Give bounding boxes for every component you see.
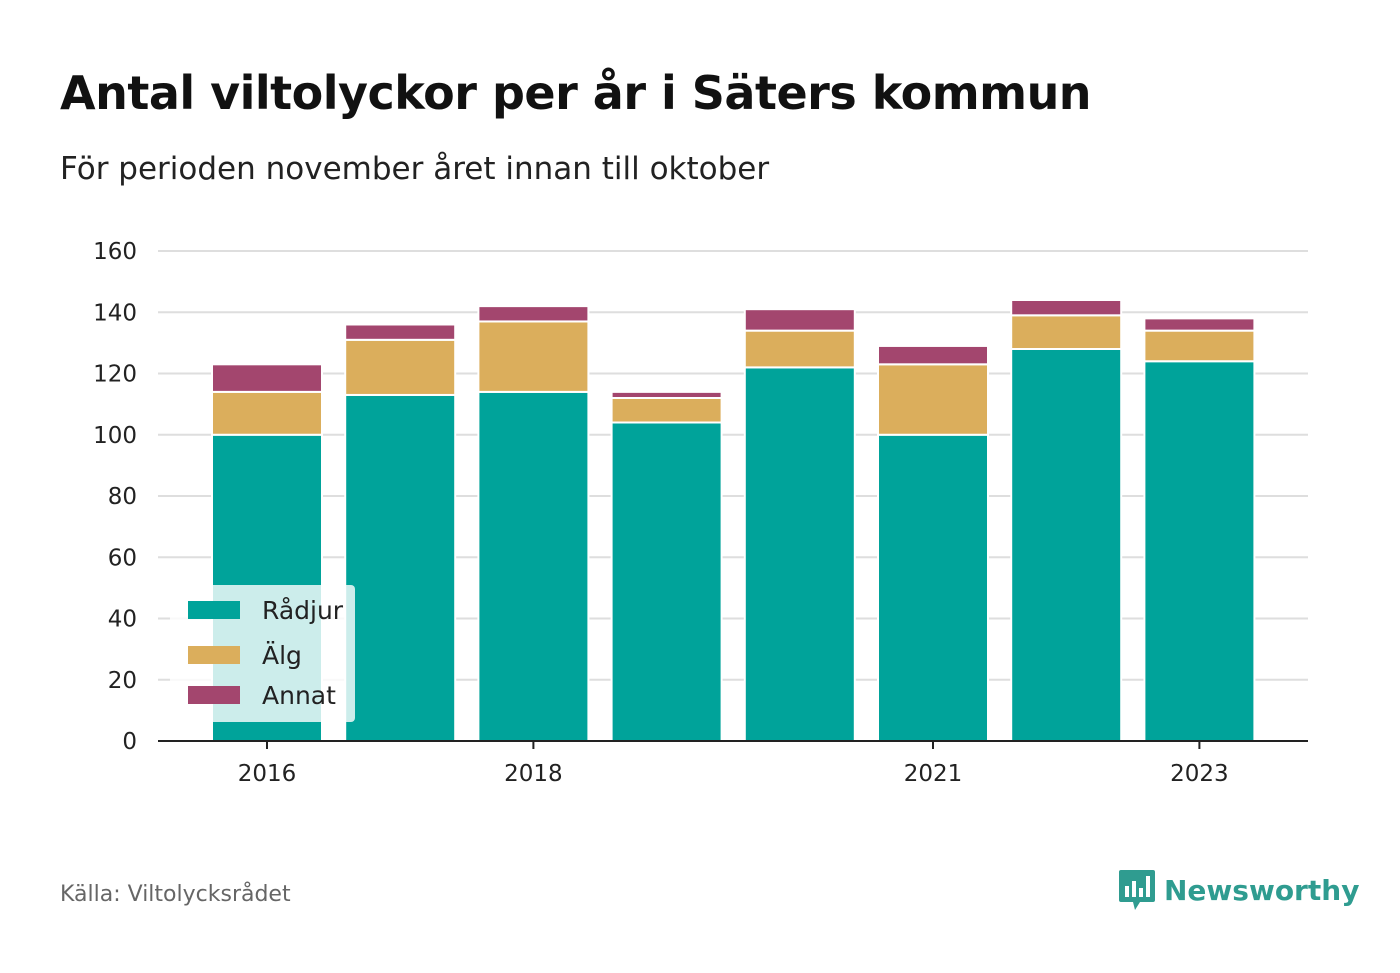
y-tick-label: 120	[93, 362, 137, 388]
bar-segment-annat-2018	[477, 305, 590, 323]
bar-segment-älg-2016	[211, 390, 323, 436]
bar-segment-annat-2020	[743, 308, 856, 332]
legend-label-annat: Annat	[262, 680, 336, 710]
bar-segment-älg-2023	[1143, 329, 1256, 363]
y-tick-label: 160	[93, 239, 137, 265]
legend-item-alg: Älg	[188, 640, 302, 670]
source-note: Källa: Viltolycksrådet	[60, 882, 291, 907]
bar-segment-annat-2021	[877, 344, 989, 366]
bar-segment-rådjur-2020	[743, 366, 856, 742]
y-tick-label: 140	[93, 300, 137, 326]
bar-segment-älg-2021	[877, 363, 989, 436]
y-tick-label: 20	[108, 668, 137, 694]
y-tick-label: 40	[108, 607, 137, 633]
newsworthy-logo-icon	[1119, 870, 1155, 910]
legend-item-radjur: Rådjur	[188, 595, 343, 625]
legend-swatch-radjur	[188, 601, 240, 619]
brand-name: Newsworthy	[1164, 873, 1360, 907]
x-tick-label: 2016	[238, 761, 297, 787]
bar-segment-annat-2016	[211, 363, 323, 393]
bar-segment-annat-2019	[610, 390, 723, 399]
bar-segment-annat-2017	[344, 323, 457, 341]
chart-legend: Rådjur Älg Annat	[170, 585, 355, 722]
bar-segment-älg-2020	[743, 329, 856, 369]
bar-segment-älg-2019	[610, 397, 723, 424]
bar-segment-rådjur-2017	[344, 393, 457, 742]
y-tick-label: 100	[93, 423, 137, 449]
y-tick-label: 60	[108, 545, 137, 571]
bar-segment-rådjur-2022	[1010, 348, 1123, 742]
bar-segment-älg-2017	[344, 338, 457, 396]
legend-swatch-alg	[188, 646, 240, 664]
bar-segment-rådjur-2018	[477, 390, 590, 742]
chart-title: Antal viltolyckor per år i Säters kommun	[60, 66, 1092, 120]
x-tick-label: 2018	[504, 761, 563, 787]
x-tick-label: 2021	[904, 761, 963, 787]
bar-segment-älg-2018	[477, 320, 590, 393]
x-tick-label: 2023	[1170, 761, 1229, 787]
legend-swatch-annat	[188, 686, 240, 704]
y-tick-label: 80	[108, 484, 137, 510]
legend-item-annat: Annat	[188, 680, 336, 710]
bar-segment-rådjur-2023	[1143, 360, 1256, 742]
bar-segment-rådjur-2019	[610, 421, 723, 742]
bar-segment-annat-2023	[1143, 317, 1256, 332]
brand-logo[interactable]: Newsworthy	[1118, 868, 1359, 912]
chart-subtitle: För perioden november året innan till ok…	[60, 151, 770, 187]
y-tick-label: 0	[122, 729, 137, 755]
legend-label-radjur: Rådjur	[262, 595, 344, 625]
bar-segment-rådjur-2021	[877, 433, 989, 742]
bar-segment-älg-2022	[1010, 314, 1123, 350]
legend-label-alg: Älg	[262, 640, 302, 670]
bar-segment-annat-2022	[1010, 299, 1123, 317]
